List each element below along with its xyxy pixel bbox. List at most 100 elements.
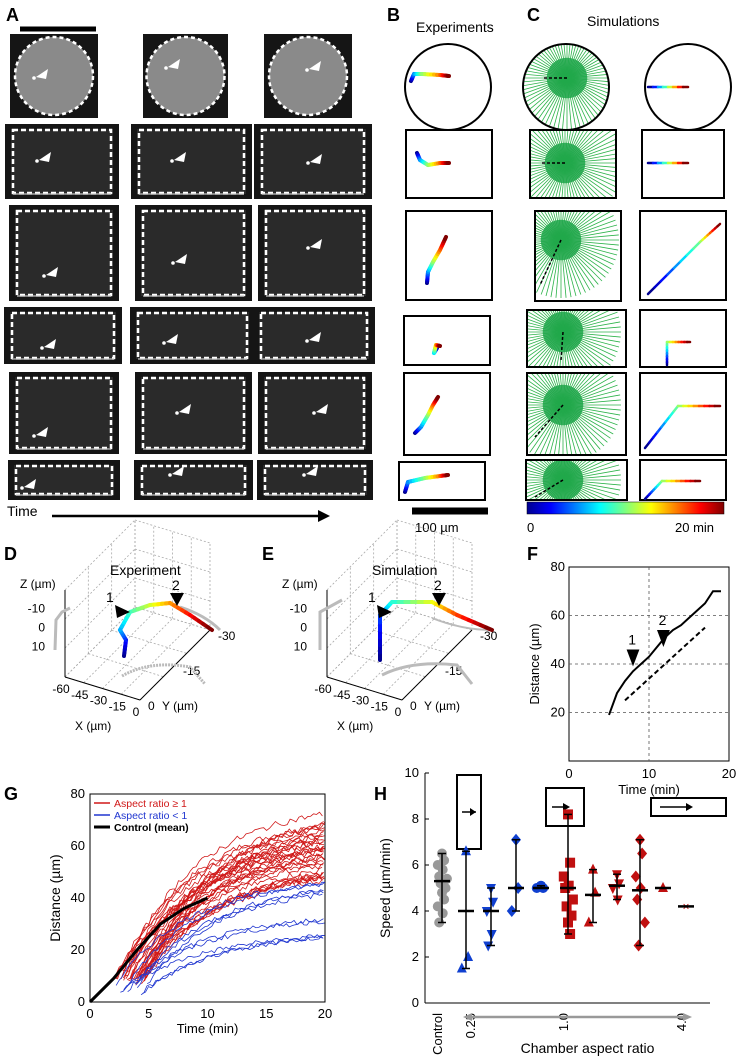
- y-axis-label: Y (µm): [162, 699, 198, 713]
- x-tick-label: -45: [333, 688, 351, 702]
- dashed-outline: [141, 376, 246, 450]
- chamber-outline: [639, 459, 727, 501]
- trajectory-line: [127, 920, 325, 993]
- marker-2: [657, 630, 670, 648]
- y-tick-label: 80: [71, 786, 85, 801]
- panel-label-e: E: [262, 544, 275, 564]
- dashed-outline: [264, 209, 366, 297]
- y-tick-label: 0: [78, 994, 85, 1009]
- marker-1-label: 1: [106, 589, 114, 605]
- spindle-spot: [175, 411, 179, 415]
- spindle-spot: [305, 68, 309, 72]
- x-tick-label: 0: [395, 705, 402, 719]
- arrowhead-marker: [174, 152, 186, 162]
- simulated-trajectory: [643, 404, 722, 450]
- spindle-spot: [164, 66, 168, 70]
- dashed-outline: [10, 311, 116, 360]
- plot-frame: [89, 793, 326, 1003]
- simulations-header: Simulations: [587, 13, 660, 29]
- z-tick-label: 10: [294, 640, 308, 654]
- dashed-outline: [13, 35, 95, 117]
- data-point: [506, 905, 517, 917]
- y-tick-label: 0: [410, 699, 417, 713]
- control-mean-line: [88, 896, 209, 1004]
- grid-line: [373, 629, 449, 654]
- center-path: [534, 479, 564, 498]
- grid-line: [88, 653, 164, 678]
- simulated-trajectory: [665, 340, 692, 367]
- grid-line: [64, 548, 136, 620]
- panel-label-a: A: [6, 5, 19, 25]
- chamber-outline: [641, 129, 725, 199]
- panel-title: Experiment: [110, 562, 181, 578]
- trajectory-line: [144, 831, 324, 974]
- x-tick-label: Control: [430, 1013, 445, 1055]
- data-point: [463, 951, 474, 961]
- x-tick-label: -30: [352, 694, 370, 708]
- legend-entry: Aspect ratio ≥ 1: [114, 798, 187, 810]
- time-arrowhead: [318, 510, 330, 522]
- colorbar-max-label: 20 min: [675, 520, 715, 535]
- reference-slope: [624, 626, 706, 702]
- x-tick-label: -45: [71, 688, 89, 702]
- arrowhead-marker: [310, 154, 322, 164]
- y-tick-label: -30: [480, 629, 498, 643]
- scalebar-label: 100 µm: [415, 520, 459, 535]
- chamber-icon-arrowhead: [470, 808, 476, 816]
- trajectory-segment: [646, 286, 656, 296]
- chamber-outline: [639, 210, 727, 301]
- trajectory-line: [127, 856, 325, 980]
- arrowhead-marker: [179, 404, 191, 414]
- trajectory-line: [122, 811, 323, 972]
- trajectory-segment: [679, 253, 689, 263]
- x-tick-label: -60: [52, 682, 70, 696]
- chamber-area: [136, 312, 249, 359]
- y-tick-label: 4: [412, 903, 419, 918]
- grid-line: [326, 606, 398, 678]
- data-point: [561, 901, 572, 912]
- y-tick-label: 40: [551, 656, 565, 671]
- chamber-outline: [405, 129, 493, 199]
- trajectory-line: [142, 821, 325, 978]
- spindle-spot: [42, 274, 46, 278]
- y-tick-label: 8: [412, 811, 419, 826]
- chamber-area: [264, 210, 366, 296]
- grid-line: [120, 623, 192, 695]
- trajectory-line: [138, 839, 324, 975]
- trajectory-line: [135, 875, 325, 986]
- z-axis-label: Z (µm): [20, 577, 56, 591]
- trajectory-segment: [484, 625, 494, 632]
- center-path: [534, 404, 564, 438]
- x-tick-label: 0.25: [463, 1013, 478, 1038]
- spindle-spot: [32, 434, 36, 438]
- grid-line: [102, 618, 173, 689]
- grid-line: [326, 548, 398, 620]
- simulated-trajectory: [643, 479, 702, 501]
- data-point: [456, 962, 467, 973]
- spindle-spot: [305, 339, 309, 343]
- grid-line: [134, 548, 211, 573]
- chamber-outline: [403, 372, 491, 456]
- x-tick-label: 10: [642, 766, 656, 781]
- x-tick-label: 0: [565, 766, 572, 781]
- dashed-outline: [145, 35, 226, 117]
- panel-label-b: B: [387, 5, 400, 25]
- marker-2-label: 2: [434, 577, 442, 593]
- x-tick-label: 5: [145, 1006, 152, 1021]
- chamber-area: [259, 312, 369, 359]
- spindle-spot: [168, 473, 172, 477]
- chamber-outline: [403, 315, 491, 366]
- trajectory-line: [127, 881, 325, 986]
- panel-title: Simulation: [372, 562, 437, 578]
- grid-line: [382, 623, 454, 695]
- x-axis: [64, 676, 141, 701]
- marker-1: [377, 605, 392, 618]
- chamber-area: [15, 377, 113, 449]
- trajectory-line: [120, 934, 324, 993]
- chamber-area: [11, 129, 113, 194]
- dashed-outline: [267, 35, 349, 117]
- trajectory-segment: [685, 247, 695, 257]
- x-tick-label: -30: [90, 694, 108, 708]
- trajectory-line: [121, 822, 325, 977]
